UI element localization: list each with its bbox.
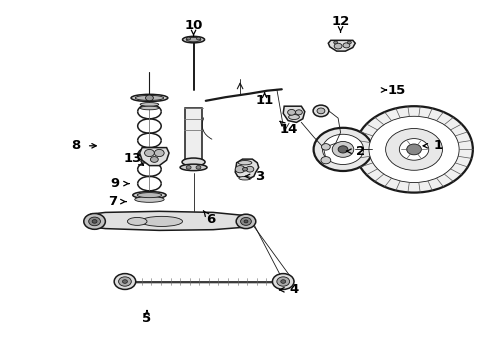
Circle shape [236,214,256,229]
Circle shape [343,43,350,48]
Circle shape [235,166,245,173]
Circle shape [187,37,191,40]
Text: 7: 7 [108,195,117,208]
Circle shape [295,110,302,115]
Circle shape [146,95,153,101]
Text: 9: 9 [111,177,120,190]
Circle shape [241,217,251,225]
Text: 6: 6 [206,213,215,226]
Circle shape [272,274,294,289]
Circle shape [243,167,247,171]
Ellipse shape [135,197,164,202]
Ellipse shape [180,164,207,171]
Circle shape [334,41,338,44]
Circle shape [186,166,191,169]
Circle shape [332,141,354,157]
Circle shape [246,166,254,172]
Circle shape [314,128,372,171]
Ellipse shape [135,95,164,100]
Ellipse shape [131,94,168,102]
Circle shape [386,129,442,170]
Ellipse shape [141,216,182,226]
Circle shape [313,105,329,117]
Text: 12: 12 [331,15,350,28]
Circle shape [244,220,248,223]
Ellipse shape [133,192,166,199]
Circle shape [150,157,158,162]
Ellipse shape [127,217,147,225]
Circle shape [355,106,473,193]
Text: 5: 5 [143,312,151,325]
Circle shape [369,116,459,183]
Circle shape [281,280,286,283]
Text: 8: 8 [72,139,80,152]
Circle shape [322,134,364,165]
Circle shape [407,144,421,155]
Bar [185,108,202,169]
Ellipse shape [186,37,201,42]
Ellipse shape [239,176,251,180]
Circle shape [196,166,201,169]
Circle shape [399,139,429,160]
Circle shape [145,149,154,157]
Ellipse shape [238,161,252,165]
Circle shape [277,277,290,286]
Text: 1: 1 [434,139,443,152]
Ellipse shape [182,36,205,43]
Circle shape [321,144,330,150]
Text: 14: 14 [280,123,298,136]
Polygon shape [283,106,305,122]
Circle shape [196,37,200,40]
Ellipse shape [137,193,162,198]
Ellipse shape [140,106,159,110]
Text: 2: 2 [356,145,365,158]
Polygon shape [235,159,259,178]
Circle shape [119,277,131,286]
Circle shape [317,108,325,114]
Circle shape [347,41,351,44]
Text: 11: 11 [255,94,274,107]
Ellipse shape [182,158,205,166]
Circle shape [89,217,100,226]
Circle shape [114,274,136,289]
Circle shape [338,146,348,153]
Text: 13: 13 [123,152,142,165]
Polygon shape [140,148,169,166]
Circle shape [321,157,331,164]
Text: 15: 15 [388,84,406,96]
Polygon shape [91,211,252,230]
Circle shape [84,213,105,229]
Text: 4: 4 [290,283,298,296]
Polygon shape [328,40,355,51]
Circle shape [122,280,127,283]
Circle shape [92,220,97,223]
Circle shape [334,43,342,49]
Circle shape [288,109,295,115]
Text: 3: 3 [255,170,264,183]
Ellipse shape [140,103,159,106]
Ellipse shape [289,114,299,120]
Text: 10: 10 [184,19,203,32]
Circle shape [154,149,164,157]
